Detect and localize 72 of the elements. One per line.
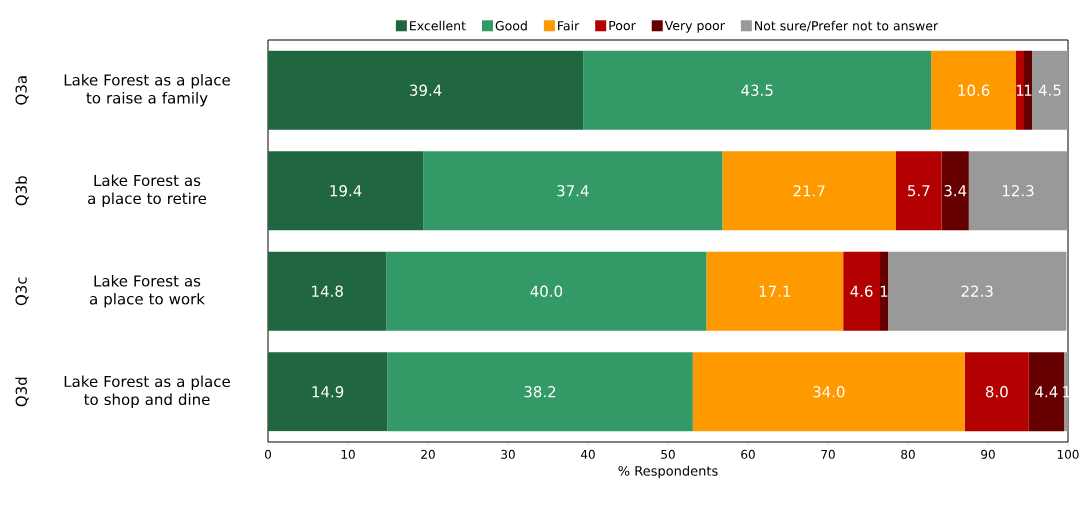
bar bbox=[583, 50, 932, 130]
data-label: 4.4 bbox=[1035, 386, 1058, 398]
y-tick-label: Lake Forest as a place to work bbox=[89, 274, 205, 308]
x-tick-label: 0 bbox=[264, 449, 272, 459]
legend-label: Not sure/Prefer not to answer bbox=[755, 20, 939, 32]
legend-label: Poor bbox=[609, 20, 636, 31]
data-label: 5.7 bbox=[908, 185, 930, 197]
data-label: 4.6 bbox=[850, 285, 873, 297]
data-label: 4.5 bbox=[1038, 84, 1061, 96]
data-label: 21.7 bbox=[793, 185, 825, 197]
data-label: 40.0 bbox=[530, 285, 563, 297]
x-tick-label: 80 bbox=[901, 449, 915, 459]
x-tick-label: 70 bbox=[821, 449, 835, 459]
data-label: 17.1 bbox=[759, 285, 791, 297]
data-label: 14.9 bbox=[312, 386, 344, 398]
bar bbox=[1028, 352, 1064, 432]
bar bbox=[931, 50, 1016, 130]
legend-label: Very poor bbox=[664, 20, 725, 33]
bar bbox=[268, 151, 424, 231]
data-label: 22.3 bbox=[961, 285, 993, 297]
bar bbox=[706, 251, 844, 331]
legend-label: Excellent bbox=[410, 20, 466, 31]
data-label: 43.5 bbox=[741, 84, 773, 96]
bar bbox=[423, 151, 723, 231]
bar bbox=[722, 151, 896, 231]
bar bbox=[268, 50, 584, 130]
data-label: 1 bbox=[1016, 84, 1024, 96]
x-tick-label: 60 bbox=[741, 449, 755, 459]
legend-label: Fair bbox=[558, 20, 580, 31]
data-label: 39.4 bbox=[410, 84, 442, 96]
bar bbox=[941, 151, 969, 231]
bar bbox=[968, 151, 1068, 231]
x-tick-label: 90 bbox=[981, 449, 995, 459]
x-tick-label: 30 bbox=[501, 449, 515, 459]
x-tick-label: 50 bbox=[661, 449, 675, 459]
y-tick-label: Lake Forest as a place to raise a family bbox=[64, 73, 230, 107]
bar bbox=[268, 352, 388, 432]
y-tick-label: Lake Forest as a place to retire bbox=[88, 174, 207, 207]
x-tick-label: 10 bbox=[341, 449, 355, 459]
data-label: 8.0 bbox=[985, 386, 1008, 398]
bar bbox=[386, 251, 707, 331]
x-tick-label: 20 bbox=[421, 449, 435, 459]
bar bbox=[387, 352, 693, 432]
text: Q3b bbox=[15, 176, 29, 206]
data-label: 1 bbox=[880, 285, 888, 297]
bar bbox=[896, 151, 942, 231]
bar bbox=[1016, 50, 1024, 130]
data-label: 14.8 bbox=[312, 285, 343, 297]
bar bbox=[843, 251, 880, 331]
x-axis-title: % Respondents bbox=[618, 465, 718, 479]
data-label: 3.4 bbox=[944, 185, 967, 197]
data-label: 10.6 bbox=[958, 84, 990, 96]
bar bbox=[692, 352, 965, 432]
bar bbox=[1024, 50, 1032, 130]
bar bbox=[268, 251, 387, 331]
y-tick-label: Lake Forest as a place to shop and dine bbox=[64, 375, 230, 408]
bar bbox=[888, 251, 1067, 331]
data-label: 12.3 bbox=[1002, 185, 1034, 197]
bar bbox=[964, 352, 1029, 432]
data-label: 1 bbox=[1024, 84, 1032, 96]
bar bbox=[1032, 50, 1068, 130]
legend-label: Good bbox=[495, 20, 527, 31]
text: Q3a bbox=[15, 76, 29, 105]
data-label: 34.0 bbox=[813, 386, 845, 398]
data-label: 19.4 bbox=[330, 185, 362, 197]
data-label: 37.4 bbox=[557, 185, 589, 197]
text: Q3d bbox=[15, 377, 29, 407]
x-tick-label: 100 bbox=[1057, 449, 1079, 459]
x-tick-label: 40 bbox=[580, 449, 595, 459]
bar bbox=[880, 251, 888, 331]
text: Q3c bbox=[15, 277, 29, 306]
data-label: 38.2 bbox=[524, 386, 556, 398]
